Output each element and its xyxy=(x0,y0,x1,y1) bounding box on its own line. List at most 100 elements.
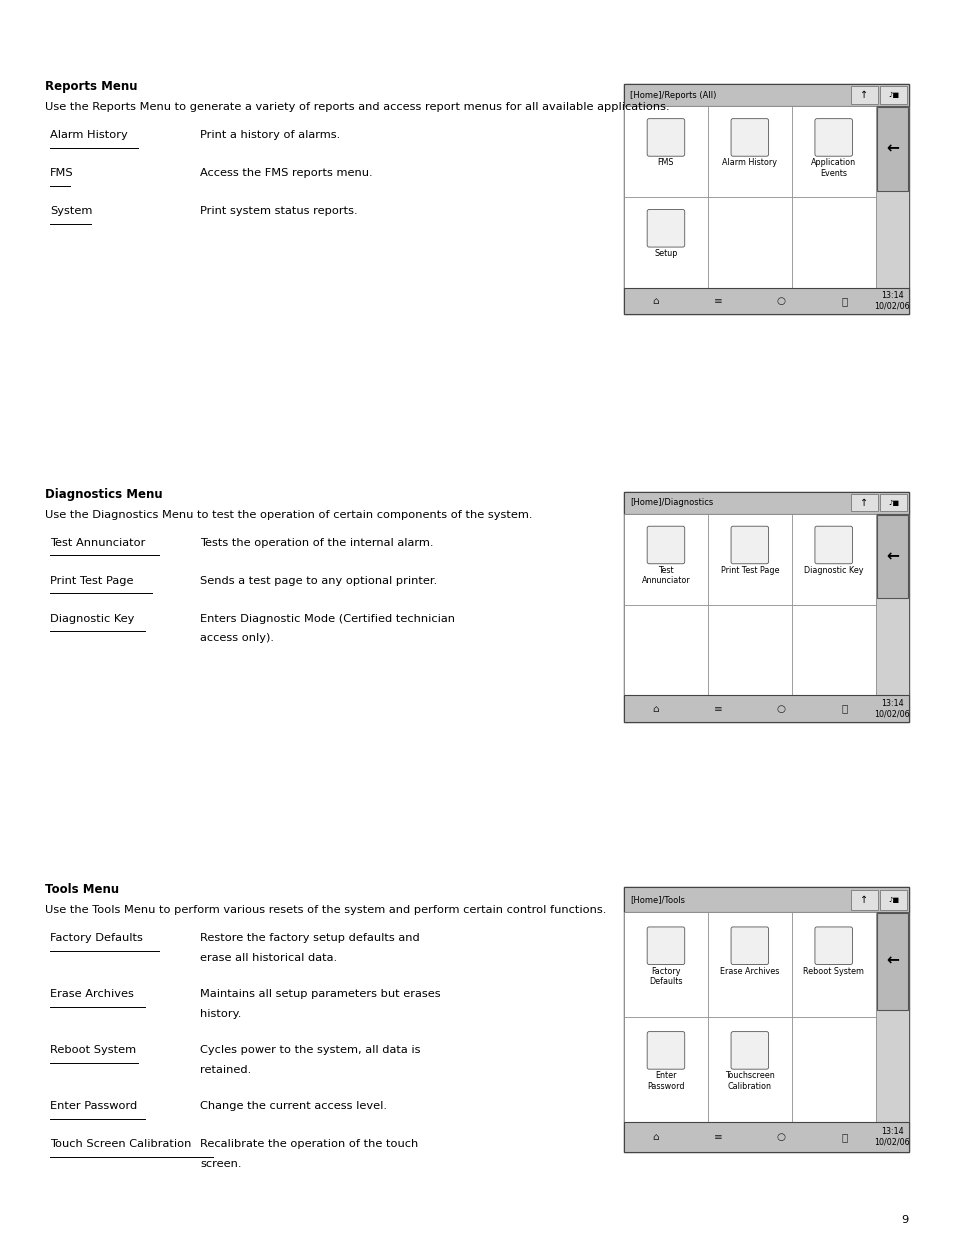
Text: ♪■: ♪■ xyxy=(887,897,899,903)
Text: Tools Menu: Tools Menu xyxy=(45,883,119,897)
Bar xyxy=(875,106,908,288)
Text: [Home]/Tools: [Home]/Tools xyxy=(629,895,684,904)
Bar xyxy=(876,913,906,1009)
Text: Enters Diagnostic Mode (Certified technician: Enters Diagnostic Mode (Certified techni… xyxy=(200,614,455,624)
Bar xyxy=(623,604,707,695)
Text: Erase Archives: Erase Archives xyxy=(50,989,133,999)
Text: Cycles power to the system, all data is: Cycles power to the system, all data is xyxy=(200,1045,420,1055)
Bar xyxy=(876,515,906,598)
Bar xyxy=(623,196,707,288)
Text: access only).: access only). xyxy=(200,634,274,643)
Bar xyxy=(875,514,908,695)
FancyBboxPatch shape xyxy=(814,119,852,156)
Bar xyxy=(791,913,875,1016)
Bar xyxy=(623,492,908,721)
Text: screen.: screen. xyxy=(200,1158,241,1168)
FancyBboxPatch shape xyxy=(646,927,684,965)
Bar xyxy=(707,604,791,695)
Text: Use the Tools Menu to perform various resets of the system and perform certain c: Use the Tools Menu to perform various re… xyxy=(45,905,606,915)
Bar xyxy=(707,514,791,604)
Text: Recalibrate the operation of the touch: Recalibrate the operation of the touch xyxy=(200,1139,417,1149)
Bar xyxy=(707,913,791,1016)
Text: Tests the operation of the internal alarm.: Tests the operation of the internal alar… xyxy=(200,537,433,548)
Text: retained.: retained. xyxy=(200,1065,251,1074)
Bar xyxy=(791,106,875,196)
Bar xyxy=(850,86,877,104)
Text: Test Annunciator: Test Annunciator xyxy=(50,537,145,548)
Bar xyxy=(791,514,875,604)
Text: Use the Reports Menu to generate a variety of reports and access report menus fo: Use the Reports Menu to generate a varie… xyxy=(45,103,669,112)
Text: ↑: ↑ xyxy=(860,498,867,508)
Bar xyxy=(623,695,908,721)
Bar xyxy=(880,86,906,104)
Text: ←: ← xyxy=(885,953,898,968)
Text: Diagnostic Key: Diagnostic Key xyxy=(50,614,134,624)
FancyBboxPatch shape xyxy=(646,1031,684,1070)
Text: ≡: ≡ xyxy=(713,1131,722,1142)
Text: [Home]/Reports (All): [Home]/Reports (All) xyxy=(629,90,716,100)
Bar xyxy=(880,889,906,910)
Text: ○: ○ xyxy=(776,1131,785,1142)
Text: ⎙: ⎙ xyxy=(841,704,846,714)
FancyBboxPatch shape xyxy=(730,526,768,563)
Text: Restore the factory setup defaults and: Restore the factory setup defaults and xyxy=(200,932,419,944)
Text: [Home]/Diagnostics: [Home]/Diagnostics xyxy=(629,498,713,508)
Text: Enter
Password: Enter Password xyxy=(646,1071,684,1091)
Bar xyxy=(623,514,707,604)
Bar xyxy=(623,887,908,1152)
Text: Alarm History: Alarm History xyxy=(721,158,777,167)
Bar xyxy=(791,1016,875,1121)
Bar xyxy=(623,1016,707,1121)
Bar xyxy=(707,196,791,288)
Text: Reboot System: Reboot System xyxy=(50,1045,136,1055)
Text: erase all historical data.: erase all historical data. xyxy=(200,952,336,962)
Text: Touch Screen Calibration: Touch Screen Calibration xyxy=(50,1139,192,1149)
Text: FMS: FMS xyxy=(657,158,674,167)
Text: 13:14
10/02/06: 13:14 10/02/06 xyxy=(874,699,909,719)
Text: ♪■: ♪■ xyxy=(887,500,899,506)
Text: Application
Events: Application Events xyxy=(810,158,856,178)
Bar xyxy=(875,913,908,1121)
Bar xyxy=(707,106,791,196)
Text: Reports Menu: Reports Menu xyxy=(45,80,137,94)
Text: Factory
Defaults: Factory Defaults xyxy=(648,967,682,986)
FancyBboxPatch shape xyxy=(646,210,684,247)
FancyBboxPatch shape xyxy=(730,119,768,156)
FancyBboxPatch shape xyxy=(730,1031,768,1070)
Text: Reboot System: Reboot System xyxy=(802,967,863,976)
Text: ⎙: ⎙ xyxy=(841,296,846,306)
Bar xyxy=(880,494,906,511)
Text: ≡: ≡ xyxy=(713,704,722,714)
Text: ←: ← xyxy=(885,142,898,157)
Text: Print Test Page: Print Test Page xyxy=(50,576,133,585)
Text: Diagnostics Menu: Diagnostics Menu xyxy=(45,488,162,501)
Bar xyxy=(850,494,877,511)
Bar xyxy=(791,604,875,695)
Bar xyxy=(876,107,906,190)
Text: Factory Defaults: Factory Defaults xyxy=(50,932,143,944)
Text: 13:14
10/02/06: 13:14 10/02/06 xyxy=(874,291,909,311)
Text: Touchscreen
Calibration: Touchscreen Calibration xyxy=(724,1071,774,1091)
Text: ○: ○ xyxy=(776,296,785,306)
Text: Change the current access level.: Change the current access level. xyxy=(200,1102,387,1112)
Bar xyxy=(791,196,875,288)
Text: Print a history of alarms.: Print a history of alarms. xyxy=(200,130,340,141)
Text: Sends a test page to any optional printer.: Sends a test page to any optional printe… xyxy=(200,576,436,585)
Bar xyxy=(623,106,707,196)
Text: Test
Annunciator: Test Annunciator xyxy=(641,566,690,585)
Bar xyxy=(623,492,908,514)
FancyBboxPatch shape xyxy=(646,119,684,156)
Text: ⌂: ⌂ xyxy=(652,296,659,306)
Text: ⌂: ⌂ xyxy=(652,704,659,714)
Text: 13:14
10/02/06: 13:14 10/02/06 xyxy=(874,1128,909,1146)
Bar xyxy=(623,887,908,913)
Bar xyxy=(623,84,908,314)
Text: ○: ○ xyxy=(776,704,785,714)
Text: 9: 9 xyxy=(901,1215,908,1225)
Bar xyxy=(623,1121,908,1152)
Text: Alarm History: Alarm History xyxy=(50,130,128,141)
FancyBboxPatch shape xyxy=(814,927,852,965)
Text: Print system status reports.: Print system status reports. xyxy=(200,206,357,216)
Bar xyxy=(623,288,908,314)
Text: Access the FMS reports menu.: Access the FMS reports menu. xyxy=(200,168,373,178)
